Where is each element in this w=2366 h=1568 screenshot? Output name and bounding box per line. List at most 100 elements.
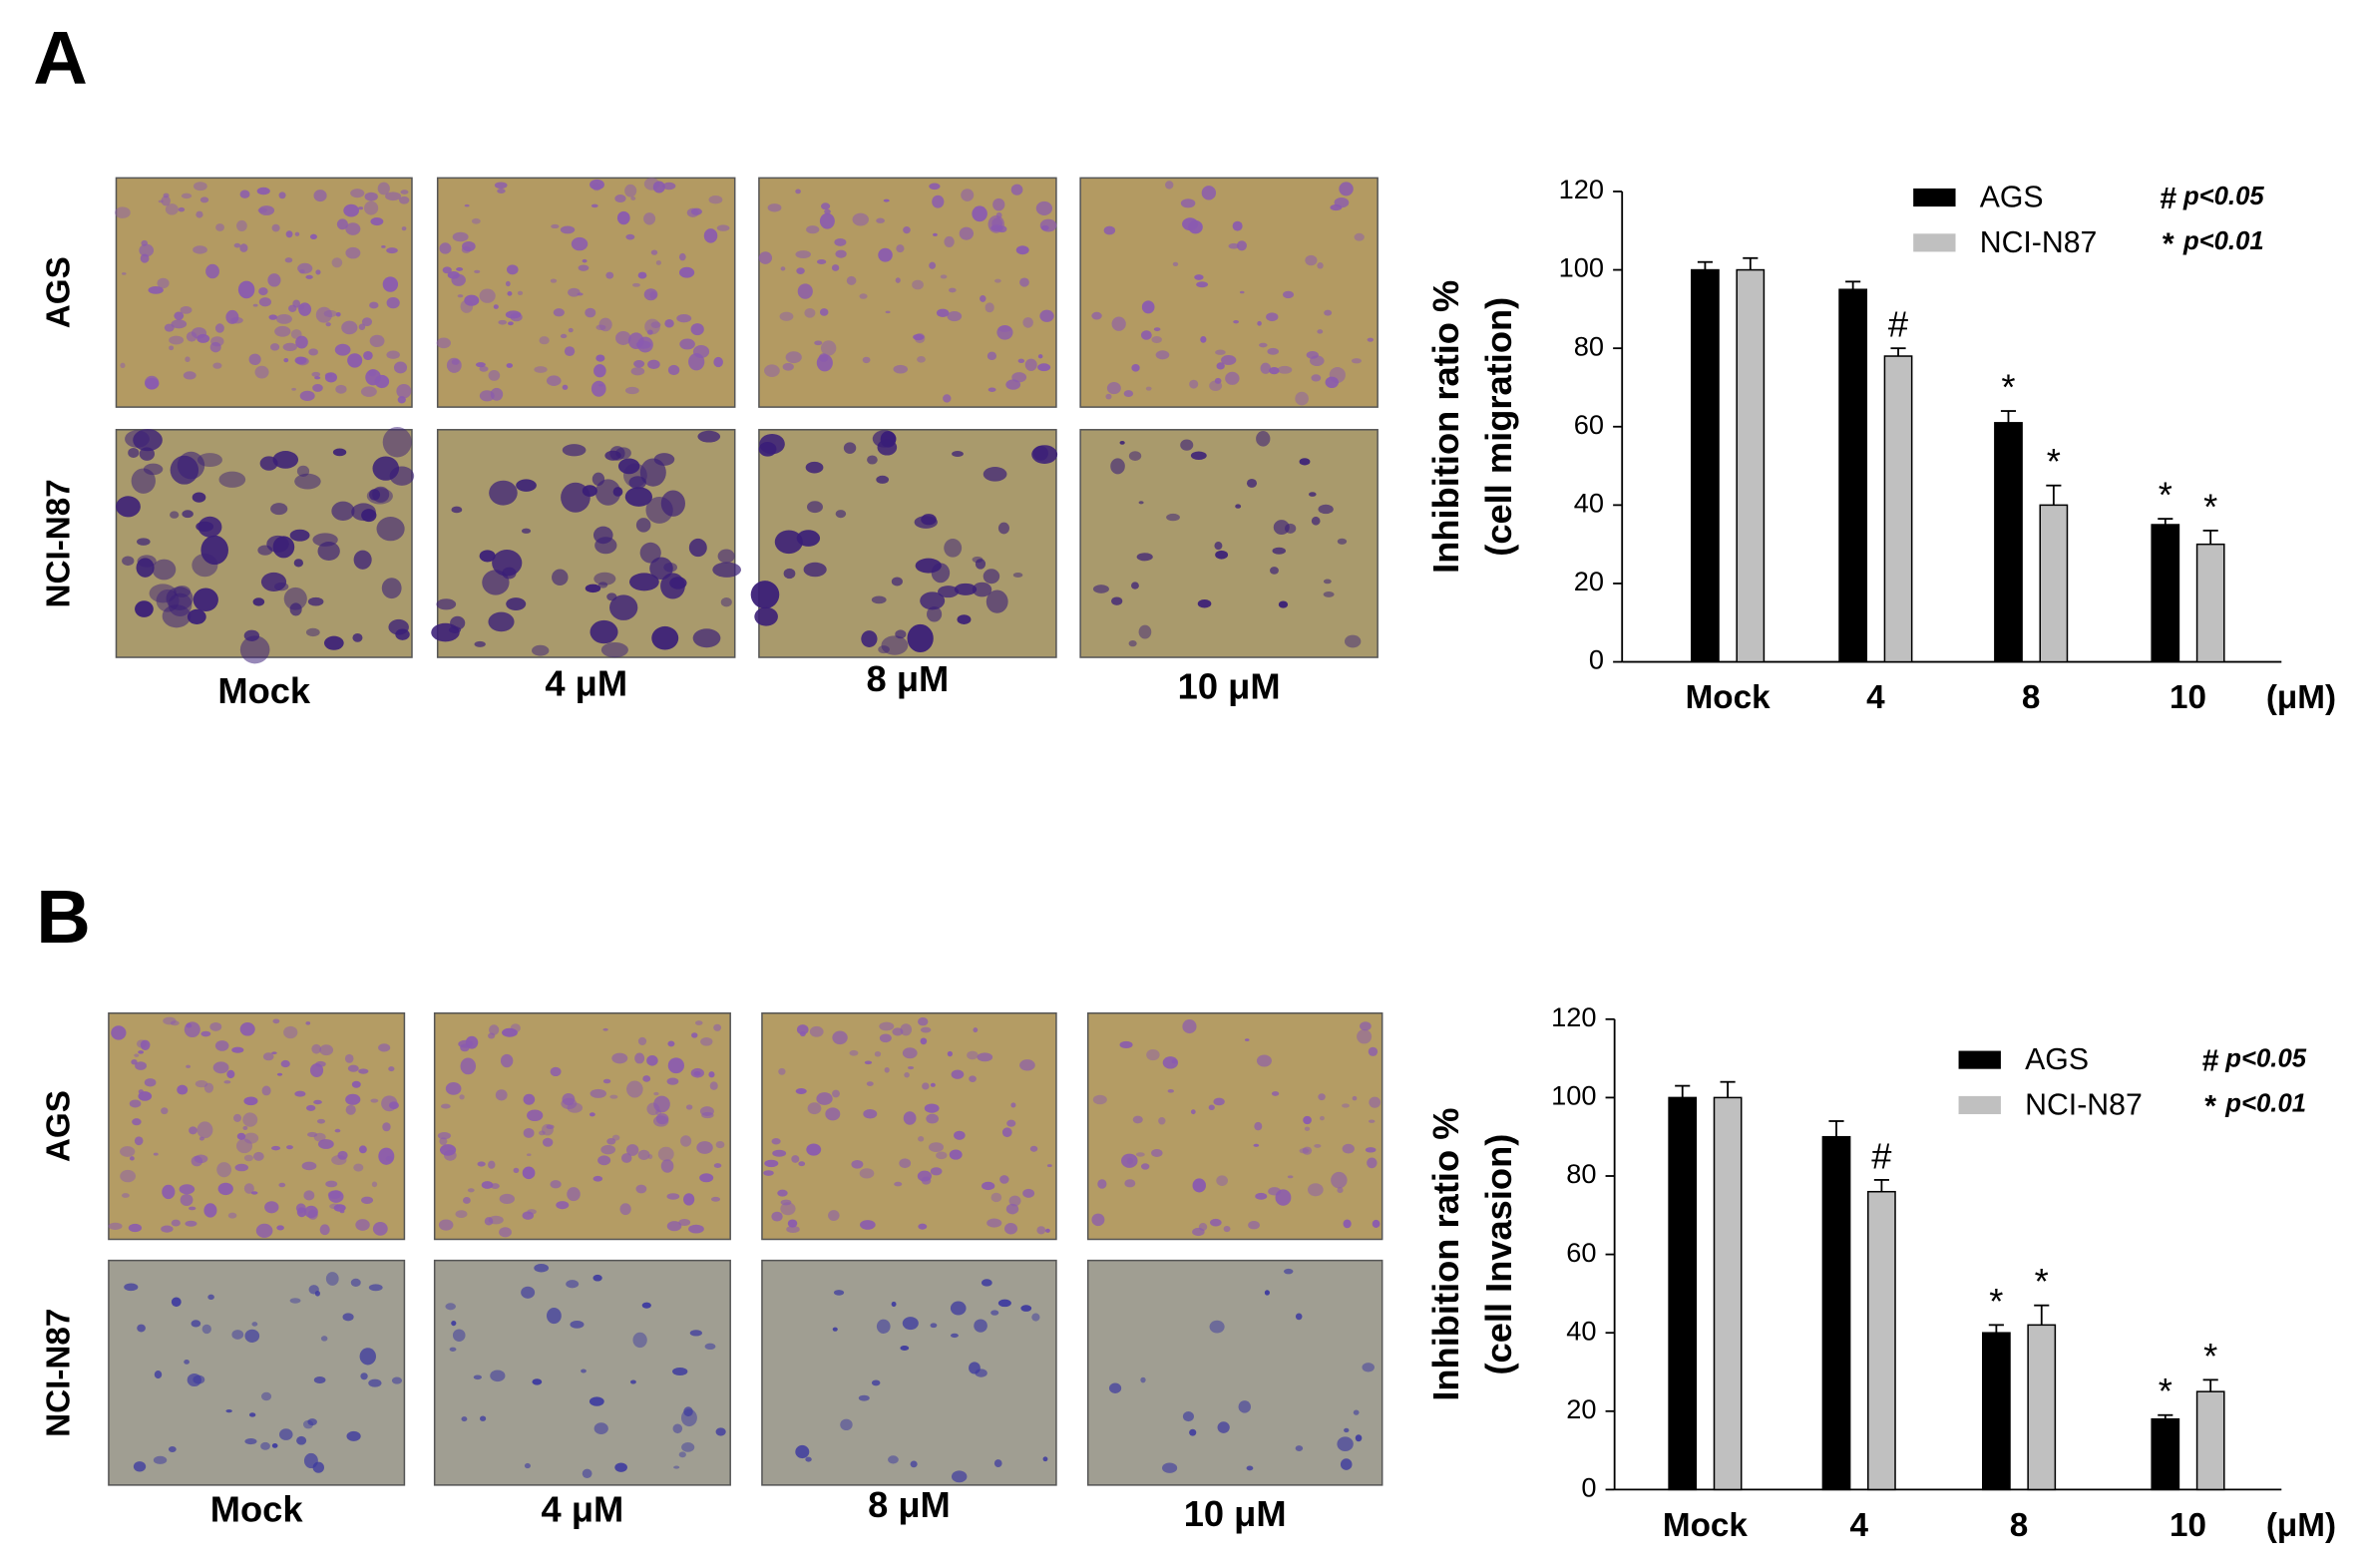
cell	[345, 1093, 361, 1105]
cell	[205, 263, 219, 279]
cell	[786, 1225, 800, 1234]
cell	[350, 189, 365, 198]
cell	[303, 1452, 318, 1469]
cell	[639, 542, 661, 564]
cell	[666, 1193, 680, 1200]
cell	[896, 244, 905, 253]
cell	[474, 269, 481, 273]
cell	[1140, 1163, 1150, 1170]
cell	[990, 1192, 1002, 1203]
cell	[325, 1180, 338, 1188]
y-tick-label: 80	[1566, 1158, 1596, 1189]
cell	[1309, 492, 1317, 497]
cell	[805, 1456, 812, 1462]
cell	[990, 1310, 999, 1316]
cell	[164, 323, 175, 332]
cell	[1128, 639, 1137, 647]
cell	[1141, 300, 1155, 314]
row-label: AGS	[40, 1090, 77, 1162]
cell	[796, 1024, 809, 1035]
cell	[197, 453, 222, 468]
significance-marker: *	[2203, 1336, 2217, 1376]
cell	[388, 1066, 395, 1072]
cell	[795, 250, 812, 259]
cell	[1031, 1313, 1040, 1322]
y-axis-label: Inhibition ratio %	[1425, 280, 1466, 574]
cell	[1111, 596, 1123, 605]
cell	[239, 635, 270, 664]
cell	[593, 1422, 608, 1435]
cell	[332, 448, 347, 457]
cell	[1270, 567, 1279, 575]
cell	[1343, 1219, 1352, 1229]
cell	[1257, 320, 1262, 326]
cell	[843, 442, 857, 454]
y-tick-label: 60	[1574, 409, 1604, 440]
cell	[382, 426, 412, 458]
cell	[1017, 358, 1025, 363]
cell	[386, 247, 398, 254]
cell	[678, 1218, 691, 1227]
cell	[1268, 1187, 1282, 1196]
cell	[324, 635, 344, 650]
micrograph	[108, 1011, 406, 1241]
cell	[1329, 366, 1346, 383]
cell	[1311, 516, 1321, 526]
cell	[1005, 1203, 1019, 1215]
cell	[860, 1220, 876, 1230]
cell	[233, 1113, 242, 1123]
column-label: Mock	[217, 670, 311, 711]
cell	[464, 294, 480, 306]
cell	[1354, 232, 1365, 241]
cell	[257, 207, 267, 213]
cell	[689, 1330, 702, 1337]
cell	[196, 210, 203, 218]
cell	[799, 1030, 806, 1037]
cell	[551, 223, 560, 229]
cell	[562, 1092, 576, 1106]
cell	[787, 1219, 798, 1228]
panel-letter: A	[33, 16, 88, 100]
bar	[2027, 1324, 2057, 1491]
note-symbol: #	[2160, 183, 2176, 215]
cell	[137, 555, 157, 568]
cell	[779, 311, 794, 321]
cell	[1255, 1192, 1268, 1200]
cell	[272, 1018, 280, 1024]
micrograph-frame	[433, 1011, 731, 1241]
cell	[195, 1080, 208, 1088]
cell	[884, 1066, 890, 1073]
micrograph	[750, 429, 1058, 658]
cell	[170, 511, 180, 519]
cell	[999, 1175, 1009, 1184]
micrograph	[1079, 429, 1379, 658]
cell	[676, 313, 692, 323]
cell	[952, 450, 964, 458]
cell	[814, 340, 823, 346]
cell	[473, 1374, 482, 1380]
cell	[550, 1180, 562, 1189]
cell	[1235, 504, 1242, 509]
cell	[180, 306, 193, 314]
cell	[809, 1025, 824, 1037]
cell	[637, 1036, 647, 1045]
cell	[274, 582, 289, 591]
cell	[1119, 440, 1125, 445]
legend-label: AGS	[1980, 182, 2044, 214]
cell	[1037, 363, 1051, 372]
cell	[1180, 439, 1194, 451]
cell	[256, 187, 270, 196]
cell	[1308, 1183, 1324, 1197]
cell	[1285, 523, 1297, 534]
cell	[278, 1182, 286, 1188]
cell	[835, 249, 847, 258]
cell	[137, 1324, 146, 1333]
cell	[346, 1430, 361, 1441]
cell	[669, 577, 687, 589]
cell	[715, 1140, 725, 1149]
cell	[825, 1107, 841, 1121]
cell	[767, 203, 782, 212]
error-bar	[1675, 1084, 1691, 1098]
cell	[1111, 316, 1126, 331]
cell	[602, 1078, 611, 1084]
